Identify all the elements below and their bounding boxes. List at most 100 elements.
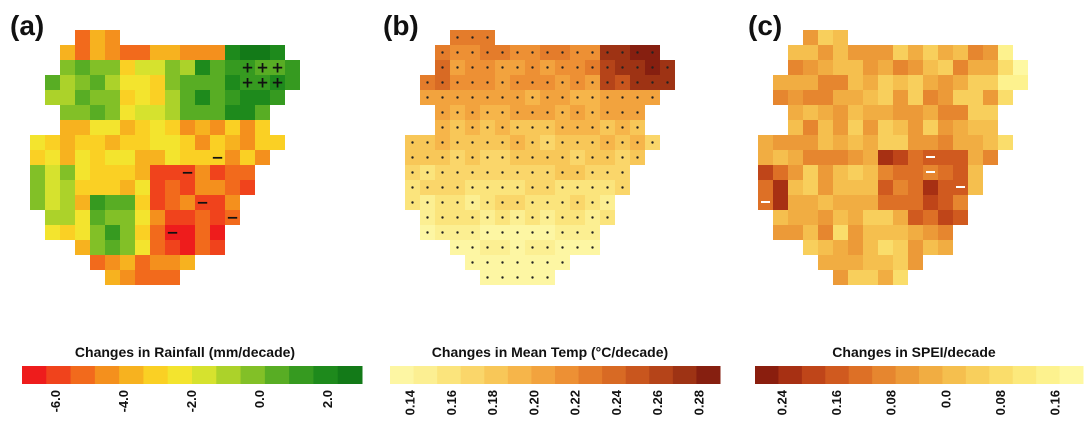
grid-cell bbox=[150, 45, 165, 60]
grid-cell bbox=[60, 75, 75, 90]
significance-dot bbox=[486, 126, 489, 129]
significance-dot bbox=[441, 141, 444, 144]
grid-cell bbox=[863, 60, 878, 75]
grid-cell bbox=[165, 45, 180, 60]
grid-cell bbox=[225, 90, 240, 105]
grid-cell bbox=[908, 240, 923, 255]
grid-cell bbox=[923, 135, 938, 150]
grid-cell bbox=[968, 105, 983, 120]
colorbar-tick-label: 0.0 bbox=[938, 390, 953, 408]
grid-cell bbox=[150, 270, 165, 285]
grid-cell bbox=[938, 45, 953, 60]
colorbar-swatch bbox=[216, 366, 242, 384]
grid-cell bbox=[60, 210, 75, 225]
significance-dot bbox=[636, 156, 639, 159]
grid-cell bbox=[90, 255, 105, 270]
significance-dot bbox=[666, 81, 669, 84]
significance-dot bbox=[546, 186, 549, 189]
significance-dot bbox=[426, 156, 429, 159]
colorbar-tick-label: 0.08 bbox=[884, 390, 899, 415]
grid-cell bbox=[135, 60, 150, 75]
colorbar-swatch bbox=[460, 366, 485, 384]
grid-cell bbox=[833, 105, 848, 120]
significance-dot bbox=[471, 96, 474, 99]
significance-dot bbox=[561, 216, 564, 219]
grid-cell bbox=[788, 195, 803, 210]
grid-cell bbox=[120, 120, 135, 135]
grid-cell bbox=[240, 105, 255, 120]
grid-cell bbox=[285, 75, 300, 90]
significance-dot bbox=[426, 171, 429, 174]
significance-dot bbox=[486, 186, 489, 189]
grid-cell bbox=[270, 60, 285, 75]
grid-cell bbox=[255, 90, 270, 105]
grid-cell bbox=[60, 180, 75, 195]
grid-cell bbox=[90, 75, 105, 90]
significance-dot bbox=[606, 51, 609, 54]
grid-cell bbox=[165, 180, 180, 195]
grid-cell bbox=[818, 180, 833, 195]
significance-dot bbox=[456, 231, 459, 234]
grid-cell bbox=[30, 165, 45, 180]
grid-cell bbox=[180, 45, 195, 60]
significance-dot bbox=[531, 51, 534, 54]
grid-cell bbox=[255, 45, 270, 60]
colorbar-swatch bbox=[94, 366, 120, 384]
grid-cell bbox=[938, 120, 953, 135]
panel-label-c: (c) bbox=[748, 10, 783, 41]
significance-marker: − bbox=[211, 149, 224, 167]
significance-dot bbox=[486, 216, 489, 219]
grid-cell bbox=[165, 240, 180, 255]
significance-dot bbox=[531, 246, 534, 249]
significance-dot bbox=[471, 216, 474, 219]
significance-dot bbox=[426, 201, 429, 204]
grid-cell bbox=[788, 120, 803, 135]
significance-dot bbox=[546, 96, 549, 99]
significance-dot bbox=[516, 126, 519, 129]
grid-cell bbox=[165, 105, 180, 120]
significance-dot bbox=[501, 141, 504, 144]
grid-cell bbox=[893, 210, 908, 225]
grid-cell bbox=[803, 75, 818, 90]
grid-cell bbox=[863, 75, 878, 90]
grid-cell bbox=[135, 195, 150, 210]
grid-cell bbox=[923, 195, 938, 210]
grid-cell bbox=[968, 60, 983, 75]
grid-cell bbox=[893, 150, 908, 165]
colorbar-swatch bbox=[1036, 366, 1061, 384]
significance-dot bbox=[576, 66, 579, 69]
significance-dot bbox=[456, 36, 459, 39]
significance-dot bbox=[576, 111, 579, 114]
significance-dot bbox=[411, 141, 414, 144]
grid-cell bbox=[90, 105, 105, 120]
grid-cell bbox=[90, 30, 105, 45]
grid-cell bbox=[848, 135, 863, 150]
grid-cell bbox=[893, 60, 908, 75]
grid-cell bbox=[45, 225, 60, 240]
grid-cell bbox=[998, 90, 1013, 105]
grid-cell bbox=[105, 195, 120, 210]
grid-cell bbox=[893, 225, 908, 240]
colorbar-tick-label: 0.0 bbox=[252, 390, 267, 408]
grid-cell bbox=[75, 45, 90, 60]
grid-cell bbox=[803, 135, 818, 150]
grid-cell bbox=[225, 195, 240, 210]
grid-cell bbox=[165, 210, 180, 225]
grid-cell bbox=[240, 120, 255, 135]
significance-dot bbox=[456, 171, 459, 174]
significance-dot bbox=[531, 96, 534, 99]
grid-cell bbox=[848, 60, 863, 75]
significance-dot bbox=[561, 201, 564, 204]
significance-dot bbox=[486, 111, 489, 114]
grid-cell bbox=[255, 120, 270, 135]
significance-dot bbox=[501, 261, 504, 264]
significance-dot bbox=[606, 216, 609, 219]
grid-cell bbox=[45, 90, 60, 105]
grid-cell bbox=[788, 90, 803, 105]
significance-dot bbox=[531, 261, 534, 264]
significance-marker: + bbox=[256, 74, 269, 92]
colorbar-swatch bbox=[192, 366, 217, 384]
significance-dot bbox=[471, 141, 474, 144]
grid-cell bbox=[878, 150, 893, 165]
significance-dot bbox=[621, 96, 624, 99]
